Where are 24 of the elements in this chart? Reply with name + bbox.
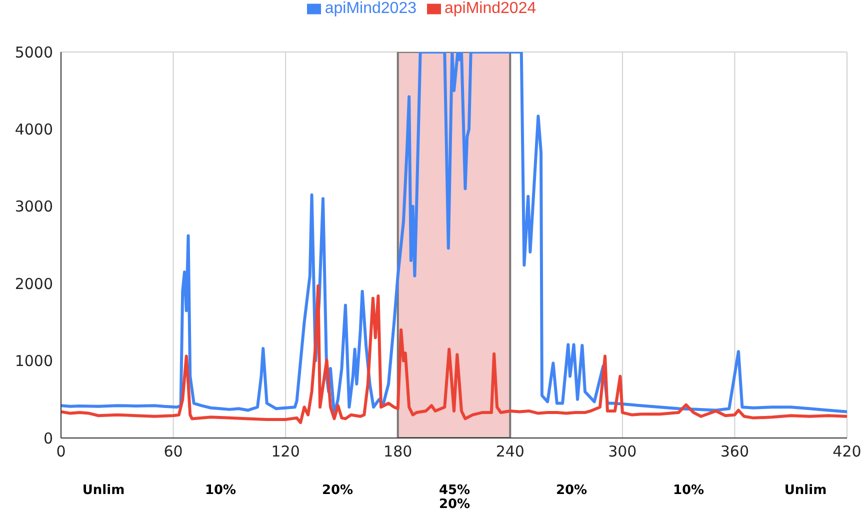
x-tick-label: 0	[56, 442, 66, 461]
text: 10%	[204, 483, 238, 500]
x-tick-label: 360	[720, 442, 750, 461]
x-tick-label: 60	[164, 442, 183, 461]
legend-label: apiMind2024	[444, 0, 536, 17]
text: Unlim	[81, 483, 126, 500]
x-tick-label: 120	[271, 442, 300, 461]
text: Unlim	[783, 483, 828, 500]
y-tick-label: 0	[43, 429, 53, 448]
x-tick-label: 240	[496, 442, 524, 461]
x-tick-label: 180	[384, 442, 412, 461]
line-series	[61, 284, 847, 424]
x-tick-label: 300	[608, 442, 637, 461]
text: 20%	[320, 483, 354, 500]
y-tick-label: 4000	[14, 120, 53, 139]
y-tick-label: 5000	[14, 43, 53, 62]
text: 45% 20%	[438, 483, 472, 512]
y-tick-label: 3000	[14, 198, 53, 216]
x-tick-label: 420	[832, 442, 862, 461]
y-tick-label: 1000	[14, 352, 53, 370]
y-tick-label: 2000	[14, 274, 53, 293]
legend-label: apiMind2023	[324, 0, 416, 17]
text: 10%	[672, 483, 706, 500]
text: 20%	[554, 483, 588, 500]
